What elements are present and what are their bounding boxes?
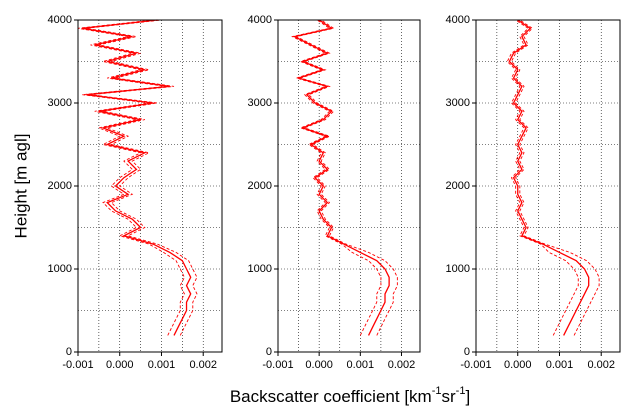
y-tick-label: 2000 (48, 180, 72, 192)
profile-line (86, 19, 198, 336)
y-tick-label: 3000 (248, 97, 272, 109)
y-tick-label: 3000 (446, 97, 470, 109)
profile-line (77, 19, 185, 336)
y-tick-label: 2000 (446, 180, 470, 192)
y-axis-title: Height [m agl] (11, 134, 30, 239)
y-tick-label: 0 (464, 346, 470, 358)
y-tick-label: 1000 (248, 263, 272, 275)
y-tick-label: 4000 (248, 14, 272, 26)
y-tick-label: 1000 (48, 263, 72, 275)
profile-line (295, 19, 398, 336)
y-tick-label: 1000 (446, 263, 470, 275)
x-axis-title-part: ] (465, 387, 470, 406)
x-tick-label: 0.001 (347, 359, 375, 371)
x-axis-title-part: sr (441, 387, 456, 406)
profile-line (291, 19, 382, 336)
x-tick-label: -0.001 (262, 359, 293, 371)
y-tick-label: 0 (66, 346, 72, 358)
x-tick-label: 0.002 (189, 359, 217, 371)
x-tick-label: 0.002 (587, 359, 615, 371)
y-tick-label: 2000 (248, 180, 272, 192)
plot-frame (77, 19, 223, 353)
y-tick-label: 4000 (48, 14, 72, 26)
x-axis-title-sup: -1 (432, 385, 442, 397)
profile-line (506, 19, 579, 336)
plot-frame (475, 19, 621, 353)
x-tick-label: -0.001 (62, 359, 93, 371)
profile-line (292, 19, 390, 336)
x-axis-title: Backscatter coefficient [km-1sr-1] (230, 385, 470, 407)
x-tick-label: 0.001 (148, 359, 176, 371)
x-tick-label: -0.001 (460, 359, 491, 371)
profile-line (510, 19, 600, 336)
x-tick-label: 0.000 (106, 359, 134, 371)
x-axis-title-part: Backscatter coefficient [km (230, 387, 432, 406)
x-tick-label: 0.000 (305, 359, 333, 371)
x-tick-label: 0.001 (546, 359, 574, 371)
x-tick-label: 0.002 (388, 359, 416, 371)
y-tick-label: 3000 (48, 97, 72, 109)
profile-line (508, 19, 590, 336)
plot-frame (277, 19, 421, 353)
y-tick-label: 0 (266, 346, 272, 358)
profile-line (82, 19, 192, 336)
x-tick-label: 0.000 (504, 359, 532, 371)
x-axis-title-sup: -1 (456, 385, 466, 397)
y-tick-label: 4000 (446, 14, 470, 26)
